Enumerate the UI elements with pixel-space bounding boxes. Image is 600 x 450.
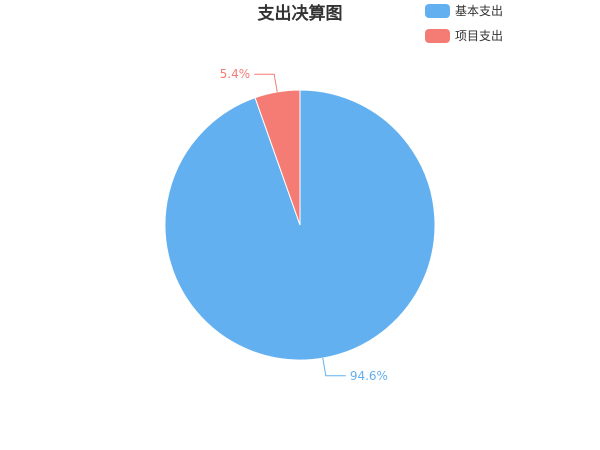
chart-legend: 基本支出 项目支出: [425, 4, 503, 54]
legend-item-basic-expenditure[interactable]: 基本支出: [425, 4, 503, 18]
data-label-basic-expenditure: 94.6%: [350, 369, 388, 383]
chart-title: 支出决算图: [257, 4, 343, 24]
leader-line-basic-expenditure: [322, 357, 346, 377]
legend-item-project-expenditure[interactable]: 项目支出: [425, 29, 503, 43]
legend-swatch-project-expenditure: [425, 29, 450, 43]
legend-label-basic-expenditure: 基本支出: [455, 4, 504, 18]
legend-label-project-expenditure: 项目支出: [455, 29, 504, 43]
leader-line-project-expenditure: [254, 73, 278, 93]
legend-swatch-basic-expenditure: [425, 4, 450, 18]
data-label-project-expenditure: 5.4%: [220, 67, 251, 81]
pie-slice-project-expenditure[interactable]: [254, 89, 301, 226]
